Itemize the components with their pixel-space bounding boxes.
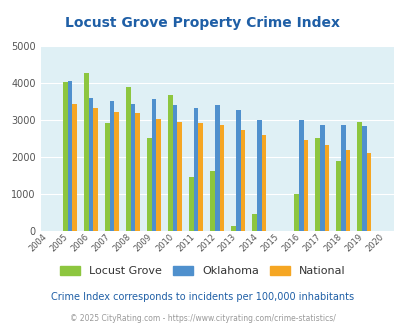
Bar <box>189 177 194 231</box>
Bar <box>84 73 89 231</box>
Bar <box>109 101 114 231</box>
Bar <box>235 110 240 231</box>
Bar <box>114 112 119 231</box>
Text: © 2025 CityRating.com - https://www.cityrating.com/crime-statistics/: © 2025 CityRating.com - https://www.city… <box>70 314 335 323</box>
Bar <box>324 145 328 231</box>
Bar <box>177 122 182 231</box>
Bar <box>210 172 214 231</box>
Bar <box>72 104 77 231</box>
Bar <box>173 105 177 231</box>
Bar <box>198 123 202 231</box>
Bar <box>147 138 151 231</box>
Bar <box>135 113 140 231</box>
Bar <box>340 125 345 231</box>
Bar <box>356 121 361 231</box>
Bar <box>93 108 98 231</box>
Bar <box>214 105 219 231</box>
Bar <box>319 125 324 231</box>
Bar <box>361 126 366 231</box>
Bar <box>156 119 161 231</box>
Bar <box>366 153 371 231</box>
Bar <box>219 125 224 231</box>
Legend: Locust Grove, Oklahoma, National: Locust Grove, Oklahoma, National <box>56 261 349 280</box>
Bar <box>130 104 135 231</box>
Bar <box>231 226 235 231</box>
Bar <box>336 161 340 231</box>
Bar <box>303 140 307 231</box>
Bar <box>89 98 93 231</box>
Bar <box>105 123 109 231</box>
Bar <box>298 120 303 231</box>
Text: Locust Grove Property Crime Index: Locust Grove Property Crime Index <box>65 16 340 30</box>
Bar <box>294 194 298 231</box>
Bar <box>261 135 266 231</box>
Bar <box>345 150 350 231</box>
Bar <box>126 87 130 231</box>
Bar <box>194 108 198 231</box>
Bar <box>151 99 156 231</box>
Bar <box>63 82 68 231</box>
Bar <box>315 138 319 231</box>
Bar <box>240 130 245 231</box>
Bar <box>68 81 72 231</box>
Bar <box>256 120 261 231</box>
Bar <box>252 214 256 231</box>
Bar <box>168 95 173 231</box>
Text: Crime Index corresponds to incidents per 100,000 inhabitants: Crime Index corresponds to incidents per… <box>51 292 354 302</box>
